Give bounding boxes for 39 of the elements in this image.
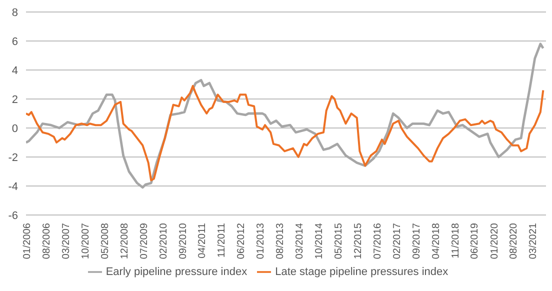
x-tick-label: 01/2006 — [22, 222, 34, 260]
x-tick-label: 07/2016 — [372, 222, 384, 260]
line-series — [26, 42, 544, 189]
x-tick-label: 01/2020 — [489, 222, 500, 260]
y-tick-label: 6 — [12, 36, 18, 48]
y-tick-label: 4 — [12, 64, 18, 77]
x-tick-label: 09/2017 — [411, 222, 422, 260]
y-tick-label: -6 — [8, 210, 18, 222]
legend-label: Late stage pipeline pressures index — [275, 266, 448, 278]
x-tick-label: 03/2007 — [60, 222, 72, 260]
x-tick-label: 10/2007 — [80, 222, 92, 260]
x-tick-label: 09/2010 — [178, 222, 189, 260]
x-tick-label: 01/2013 — [256, 222, 267, 260]
x-tick-label: 06/2019 — [470, 222, 481, 260]
x-tick-label: 12/2015 — [352, 222, 364, 260]
y-tick-label: 8 — [12, 6, 18, 19]
x-tick-label: 11/2011 — [216, 222, 228, 258]
x-tick-label: 05/2015 — [333, 222, 344, 260]
x-tick-label: 02/2010 — [158, 222, 170, 260]
legend-label: Early pipeline pressure index — [106, 266, 248, 278]
x-tick-label: 11/2018 — [450, 222, 462, 258]
x-tick-label: 04/2011 — [197, 222, 208, 258]
x-tick-label: 08/2013 — [275, 222, 286, 260]
x-tick-label: 12/2008 — [119, 222, 130, 260]
x-tick-label: 03/2021 — [528, 222, 540, 260]
x-tick-label: 04/2018 — [430, 222, 442, 260]
x-tick-label: 10/2014 — [314, 222, 326, 260]
line-series — [26, 84, 544, 182]
y-tick-label: -2 — [8, 152, 18, 164]
x-tick-label: 03/2014 — [294, 222, 306, 260]
x-tick-label: 08/2020 — [508, 222, 520, 260]
y-tick-label: -4 — [8, 180, 18, 193]
y-tick-label: 2 — [12, 94, 18, 106]
x-tick-label: 08/2006 — [41, 222, 52, 260]
x-tick-label: 05/2008 — [100, 222, 111, 260]
x-tick-label: 02/2017 — [392, 222, 404, 260]
x-tick-label: 07/2009 — [138, 222, 150, 260]
x-tick-label: 06/2012 — [236, 222, 248, 260]
y-tick-label: 0 — [12, 122, 18, 135]
